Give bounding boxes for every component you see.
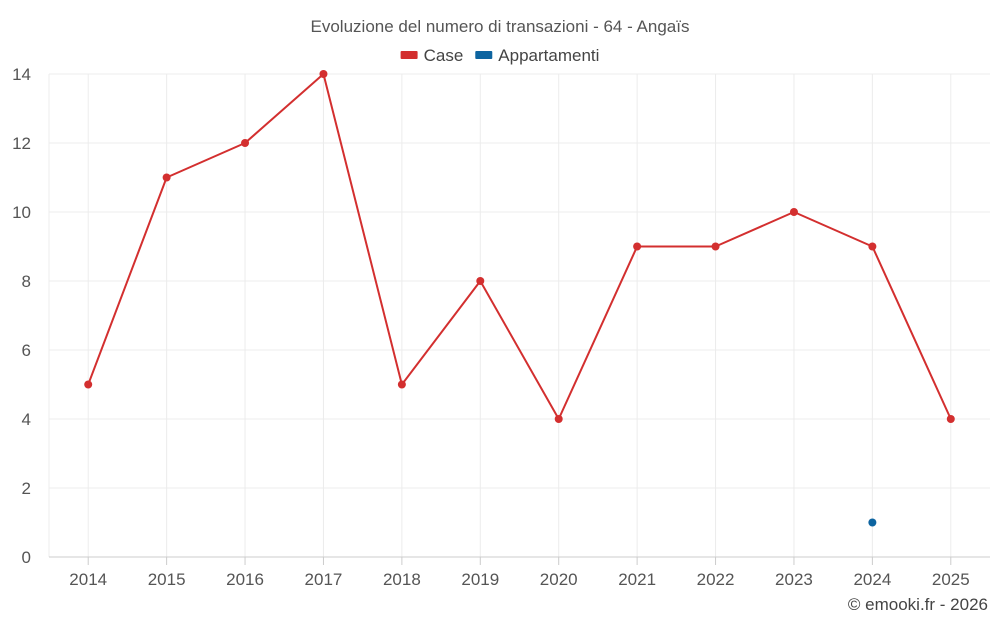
y-tick-label: 8 xyxy=(22,272,31,291)
x-tick-label: 2020 xyxy=(540,570,578,589)
data-point[interactable] xyxy=(162,173,171,182)
data-point[interactable] xyxy=(241,139,250,147)
x-tick-label: 2021 xyxy=(618,570,656,589)
data-point[interactable] xyxy=(711,242,720,251)
data-point[interactable] xyxy=(84,380,93,389)
x-tick-label: 2016 xyxy=(226,570,264,589)
y-tick-label: 2 xyxy=(22,479,31,498)
x-tick-label: 2015 xyxy=(148,570,186,589)
data-point[interactable] xyxy=(633,242,642,251)
chart-title: Evoluzione del numero di transazioni - 6… xyxy=(311,17,690,36)
data-point[interactable] xyxy=(476,277,485,285)
data-point[interactable] xyxy=(789,208,798,216)
series-appartamenti xyxy=(868,518,877,527)
x-tick-label: 2019 xyxy=(461,570,499,589)
x-tick-label: 2022 xyxy=(697,570,735,589)
data-point[interactable] xyxy=(397,380,406,389)
x-tick-label: 2023 xyxy=(775,570,813,589)
axes: 0 2 4 6 8 10 12 14 2014 2015 2016 2017 2018 2019 2020 2… xyxy=(12,65,990,589)
series-layer xyxy=(84,70,955,527)
y-tick-label: 14 xyxy=(12,65,31,84)
x-tick-label: 2014 xyxy=(69,570,107,589)
legend-swatch[interactable] xyxy=(400,51,418,59)
x-tick-label: 2025 xyxy=(932,570,970,589)
grid xyxy=(48,73,990,557)
y-tick-label: 0 xyxy=(22,548,31,567)
x-tick-label: 2024 xyxy=(853,570,891,589)
data-point[interactable] xyxy=(946,415,955,423)
y-tick-label: 6 xyxy=(22,341,31,360)
data-point[interactable] xyxy=(554,415,563,423)
x-tick-label: 2017 xyxy=(305,570,343,589)
legend-label: Appartamenti xyxy=(498,46,599,65)
x-tick-label: 2018 xyxy=(383,570,421,589)
y-tick-label: 12 xyxy=(12,134,31,153)
legend-label: Case xyxy=(424,46,464,65)
series-line xyxy=(87,73,952,420)
legend-swatch[interactable] xyxy=(475,51,493,59)
legend: Case Appartamenti xyxy=(400,46,599,65)
data-point[interactable] xyxy=(868,242,877,251)
y-tick-label: 10 xyxy=(12,203,31,222)
data-point[interactable] xyxy=(868,518,877,527)
series-case xyxy=(84,70,955,423)
y-tick-label: 4 xyxy=(22,410,31,429)
data-point[interactable] xyxy=(319,70,328,78)
credit-text: © emooki.fr - 2026 xyxy=(848,595,988,614)
